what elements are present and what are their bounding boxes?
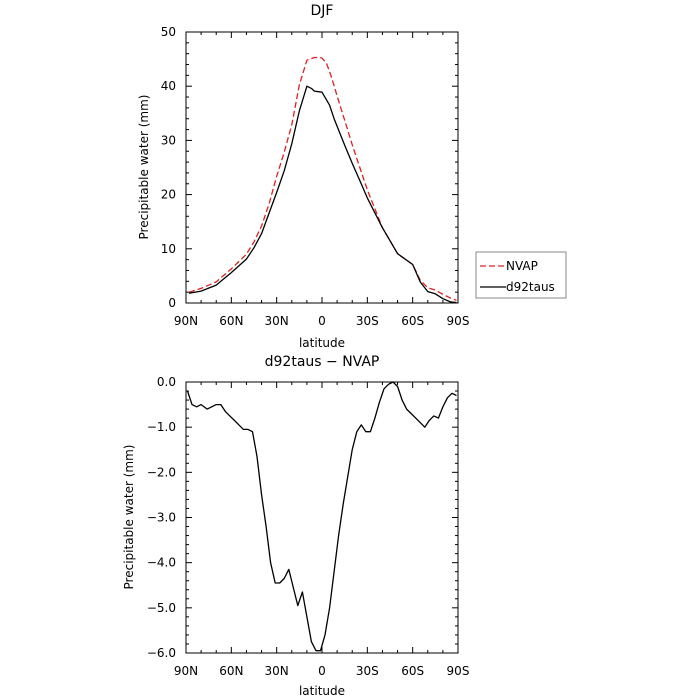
y-tick-label: 0.0: [157, 375, 176, 389]
series-lines: [188, 56, 457, 304]
x-tick-label: 60N: [219, 314, 243, 328]
x-tick-label: 30N: [265, 314, 289, 328]
x-tick-label: 0: [318, 314, 326, 328]
x-tick-label: 0: [318, 664, 326, 678]
x-axis-label: latitude: [299, 336, 345, 350]
legend-label-nvap: NVAP: [506, 259, 538, 273]
tick-marks: 90N 60N 30N 0 30S 60S 90S 0 10 20 30 40 50: [161, 25, 470, 328]
y-tick-label: −5.0: [147, 601, 176, 615]
legend-label-d92taus: d92taus: [506, 280, 555, 294]
y-tick-label: −2.0: [147, 465, 176, 479]
chart-title: DJF: [311, 3, 334, 19]
x-tick-label: 60N: [219, 664, 243, 678]
legend-frame: [475, 251, 567, 299]
y-tick-label: −1.0: [147, 420, 176, 434]
series-line-d92taus: [188, 85, 457, 304]
x-axis-label: latitude: [299, 684, 345, 698]
x-tick-label: 90S: [447, 664, 470, 678]
y-tick-label: −6.0: [147, 646, 176, 660]
y-tick-label: 50: [161, 25, 176, 39]
plot-frame: [185, 381, 459, 654]
x-tick-label: 30S: [356, 314, 379, 328]
x-tick-label: 90N: [174, 664, 198, 678]
x-tick-label: 60S: [401, 664, 424, 678]
x-tick-label: 30N: [265, 664, 289, 678]
legend: NVAP d92taus: [475, 251, 567, 299]
x-tick-label: 60S: [401, 314, 424, 328]
y-tick-label: 30: [161, 133, 176, 147]
series-lines: [186, 381, 457, 652]
x-tick-label: 90S: [447, 314, 470, 328]
x-tick-label: 90N: [174, 314, 198, 328]
y-axis-label: Precipitable water (mm): [122, 445, 136, 590]
y-tick-label: 40: [161, 79, 176, 93]
djf-panel: DJF latitude Precipitable water (mm) 90N…: [137, 3, 469, 350]
series-line-nvap: [188, 56, 457, 301]
y-tick-label: 0: [168, 296, 176, 310]
plot-frame: [185, 31, 459, 304]
x-tick-label: 30S: [356, 664, 379, 678]
y-tick-label: 10: [161, 242, 176, 256]
series-line-difference: [186, 381, 457, 652]
y-tick-label: 20: [161, 188, 176, 202]
difference-panel: d92taus − NVAP latitude Precipitable wat…: [122, 354, 469, 698]
tick-marks: 90N 60N 30N 0 30S 60S 90S 0.0 −1.0 −2.0 −3.0 −4.0 −5…: [147, 375, 470, 678]
y-axis-label: Precipitable water (mm): [137, 95, 151, 240]
chart-title: d92taus − NVAP: [265, 354, 380, 370]
y-tick-label: −3.0: [147, 511, 176, 525]
y-tick-label: −4.0: [147, 556, 176, 570]
